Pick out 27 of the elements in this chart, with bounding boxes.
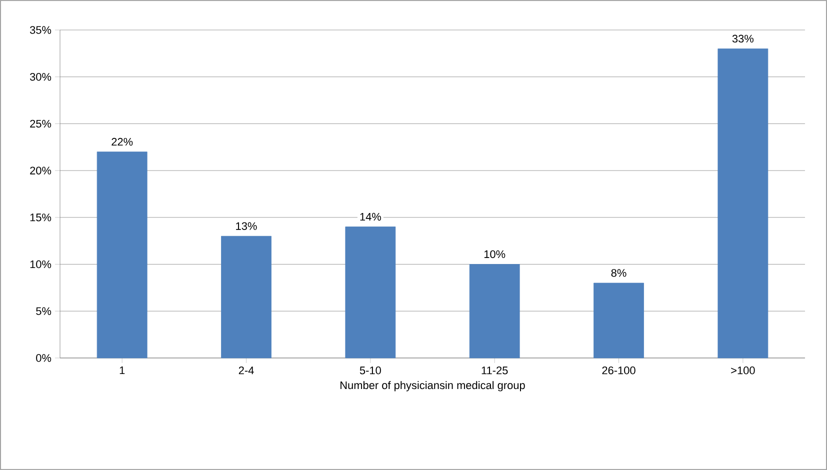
data-label: 8%: [611, 269, 626, 277]
data-label: 33%: [732, 34, 754, 43]
y-tick-label: 25%: [30, 120, 52, 128]
x-tick-label: 2-4: [238, 366, 254, 374]
bar: [469, 264, 520, 358]
y-tick-label: 30%: [30, 72, 52, 81]
x-tick-label: >100: [731, 366, 755, 374]
y-tick-label: 0%: [36, 354, 52, 362]
bar: [594, 282, 644, 358]
y-tick-label: 10%: [30, 260, 52, 268]
y-tick-label: 20%: [30, 166, 52, 174]
bar: [718, 48, 768, 358]
x-tick-label: 11-25: [482, 366, 508, 374]
bar: [345, 226, 396, 358]
data-label: 22%: [112, 138, 133, 146]
x-tick-label: 1: [120, 366, 125, 374]
data-label: 10%: [484, 250, 506, 258]
data-label: 13%: [236, 222, 257, 230]
y-tick-label: 35%: [30, 26, 52, 34]
bar: [96, 152, 148, 358]
y-tick-label: 15%: [30, 214, 52, 222]
x-axis-title: Number of physiciansin medical group: [340, 381, 525, 392]
data-label: 14%: [360, 212, 381, 221]
bar: [221, 236, 272, 358]
x-tick-label: 5-10: [360, 366, 381, 374]
x-tick-label: 26-100: [602, 366, 636, 374]
y-tick-label: 5%: [36, 307, 52, 315]
